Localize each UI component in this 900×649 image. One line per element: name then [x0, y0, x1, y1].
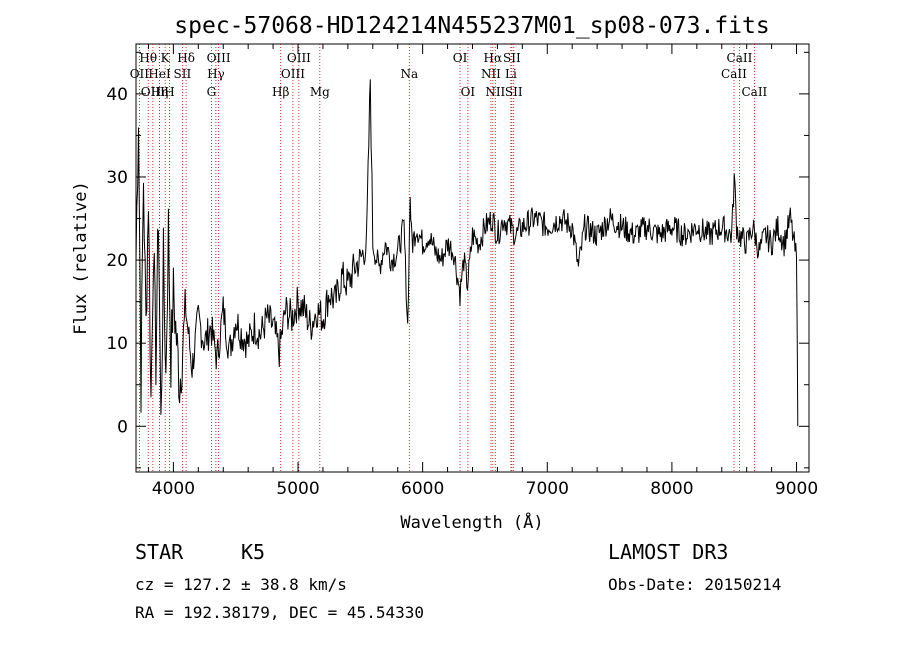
x-axis-label: Wavelength (Å) — [400, 511, 543, 533]
y-tick-label: 30 — [106, 168, 128, 188]
object-subclass: K5 — [241, 540, 266, 564]
spectral-line-label: Mg — [310, 85, 330, 99]
plot-frame — [135, 43, 810, 473]
spectral-line-labels: OIIHθOIIIHeIHηKHSIIHδGHγOIIIHβOIIIOIIIMg… — [130, 51, 768, 99]
spectral-line-label: SII — [174, 67, 192, 81]
survey-label: LAMOST DR3 — [608, 540, 729, 564]
spectral-line-label: CaII — [741, 85, 767, 99]
x-tick-label: 6000 — [401, 479, 444, 499]
y-tick-label: 0 — [117, 417, 128, 437]
spectral-line-label: OIII — [287, 51, 311, 65]
spectral-line-label: SII — [505, 85, 523, 99]
spectral-line-label: NII — [481, 67, 501, 81]
coordinates-line: RA = 192.38179, DEC = 45.54330 — [135, 603, 424, 622]
y-tick-label: 40 — [106, 85, 128, 105]
y-axis-label: Flux (relative) — [71, 181, 91, 335]
spectral-line-label: CaII — [727, 51, 753, 65]
spectral-line-markers — [138, 44, 755, 472]
spectral-line-label: OIII — [281, 67, 305, 81]
spectral-line-label: Hβ — [272, 85, 289, 99]
spectral-line-label: G — [207, 85, 217, 99]
spectral-line-label: Hη — [151, 85, 169, 99]
x-tick-label: 5000 — [276, 479, 319, 499]
spectrum-line — [135, 79, 799, 427]
spectral-line-label: OI — [461, 85, 476, 99]
x-tick-label: 7000 — [526, 479, 569, 499]
spectral-line-label: Hδ — [177, 51, 195, 65]
spectral-line-label: Hα — [484, 51, 503, 65]
y-tick-label: 10 — [106, 334, 128, 354]
spectral-line-label: OIII — [207, 51, 231, 65]
axis-ticks: 4000 5000 6000 7000 8000 9000 0 10 20 30 40 — [106, 44, 818, 499]
x-tick-label: 4000 — [152, 479, 195, 499]
x-tick-label: 8000 — [650, 479, 693, 499]
spectral-line-label: Hγ — [207, 67, 225, 81]
spectral-line-label: K — [161, 51, 171, 65]
spectral-line-label: Li — [505, 67, 517, 81]
spectral-line-label: CaII — [721, 67, 747, 81]
spectral-line-label: HeI — [148, 67, 171, 81]
spectral-line-label: SII — [503, 51, 521, 65]
object-class: STAR — [135, 540, 184, 564]
redshift-line: cz = 127.2 ± 38.8 km/s — [135, 575, 347, 594]
spectral-line-label: OII — [130, 67, 150, 81]
x-tick-label: 9000 — [775, 479, 818, 499]
spectral-line-label: H — [164, 85, 174, 99]
spectral-line-label: OIII — [141, 85, 165, 99]
chart-title: spec-57068-HD124214N455237M01_sp08-073.f… — [174, 13, 769, 39]
spectral-line-label: OI — [453, 51, 468, 65]
obs-date-line: Obs-Date: 20150214 — [608, 575, 782, 594]
spectral-line-label: Na — [400, 67, 418, 81]
spectral-line-label: Hθ — [139, 51, 157, 65]
y-tick-label: 20 — [106, 251, 128, 271]
spectral-line-label: NII — [485, 85, 505, 99]
